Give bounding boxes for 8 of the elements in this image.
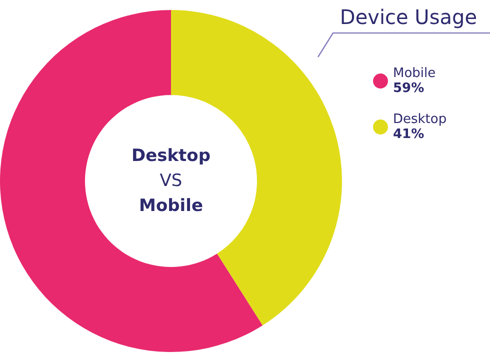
legend-label: Desktop: [393, 112, 447, 127]
text: VS: [160, 171, 182, 191]
text: Mobile: [139, 196, 203, 216]
chart-title: Device Usage: [340, 5, 478, 29]
text: Desktop: [131, 146, 211, 166]
data-label: 41%: [393, 127, 424, 142]
legend-label: Mobile: [393, 66, 436, 81]
data-label: 59%: [393, 81, 424, 96]
